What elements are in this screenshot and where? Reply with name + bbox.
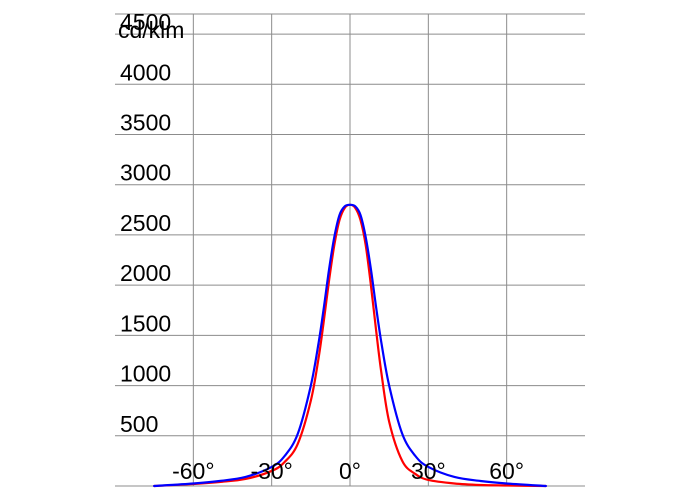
x-tick-labels: -60° -30° 0° 30° 60° bbox=[172, 458, 524, 484]
y-tick-labels: 500 1000 1500 2000 2500 3000 3500 4000 4500 bbox=[120, 9, 171, 437]
x-tick-label: -60° bbox=[172, 458, 214, 484]
series-layer bbox=[153, 203, 547, 488]
y-tick-label: 3000 bbox=[120, 160, 171, 186]
x-tick-label: 60° bbox=[489, 458, 524, 484]
y-tick-label: 1000 bbox=[120, 361, 171, 387]
series-line-2 bbox=[153, 203, 547, 488]
grid bbox=[115, 13, 585, 487]
y-tick-label: 2500 bbox=[120, 210, 171, 236]
y-tick-label: 2000 bbox=[120, 260, 171, 286]
y-tick-label: 1500 bbox=[120, 310, 171, 336]
unit-label: cd/klm bbox=[118, 17, 184, 43]
x-tick-label: 0° bbox=[339, 458, 361, 484]
y-tick-label: 500 bbox=[120, 411, 158, 437]
x-tick-label: -30° bbox=[250, 458, 292, 484]
y-tick-label: 4500 bbox=[120, 9, 171, 35]
x-tick-label: 30° bbox=[411, 458, 446, 484]
y-tick-label: 4000 bbox=[120, 59, 171, 85]
y-tick-label: 3500 bbox=[120, 110, 171, 136]
